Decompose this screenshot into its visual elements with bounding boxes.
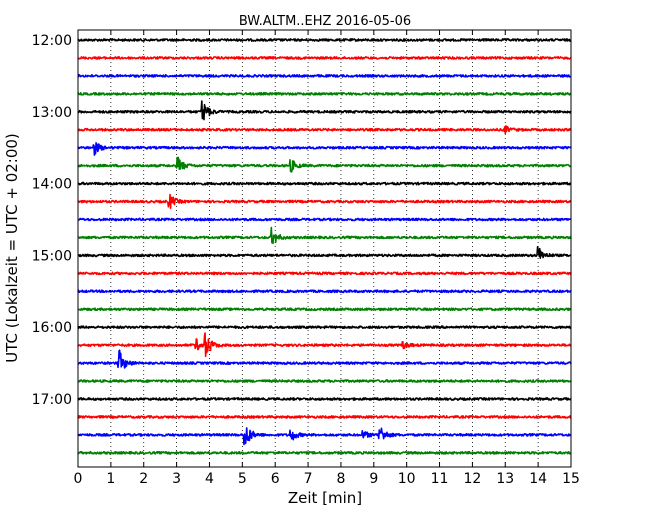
trace-1630 <box>77 349 572 369</box>
trace-1300 <box>77 100 572 121</box>
trace-1645 <box>77 379 572 383</box>
trace-1600 <box>77 325 572 330</box>
y-tick-label: 15:00 <box>32 248 72 264</box>
trace-1615 <box>77 332 572 358</box>
trace-1700 <box>77 397 572 401</box>
trace-1400 <box>77 181 572 186</box>
y-tick-label: 16:00 <box>32 320 72 336</box>
y-tick-label: 17:00 <box>32 392 72 408</box>
x-axis-label: Zeit [min] <box>288 489 362 507</box>
trace-1315 <box>77 125 572 135</box>
trace-1715 <box>77 415 572 419</box>
grid-lines <box>110 30 539 467</box>
x-tick-label: 13 <box>496 471 514 487</box>
x-tick-label: 2 <box>139 471 148 487</box>
x-tick-label: 11 <box>431 471 449 487</box>
x-tick-label: 14 <box>529 471 547 487</box>
plot-frame <box>77 29 572 468</box>
trace-1530 <box>77 289 572 294</box>
trace-1230 <box>77 74 572 78</box>
y-axis-label: UTC (Lokalzeit = UTC + 02:00) <box>3 133 21 363</box>
trace-1415 <box>77 193 572 210</box>
trace-1545 <box>77 307 572 312</box>
x-tick-label: 12 <box>463 471 481 487</box>
y-tick-label: 12:00 <box>32 33 72 49</box>
x-tick-label: 9 <box>369 471 378 487</box>
axis-ticks: 0 1 2 3 4 5 6 7 8 9 10 11 12 13 14 1512:0013:0014:0015:… <box>32 30 580 487</box>
y-tick-label: 14:00 <box>32 177 72 193</box>
trace-1430 <box>77 217 572 222</box>
x-tick-label: 7 <box>304 471 313 487</box>
trace-1215 <box>77 56 572 60</box>
trace-1515 <box>77 271 572 276</box>
chart-title: BW.ALTM..EHZ 2016-05-06 <box>239 14 411 29</box>
x-tick-label: 3 <box>172 471 181 487</box>
x-tick-label: 10 <box>398 471 416 487</box>
x-tick-label: 6 <box>271 471 280 487</box>
x-tick-label: 15 <box>562 471 580 487</box>
trace-1730 <box>77 427 572 446</box>
trace-1500 <box>77 246 572 259</box>
trace-1330 <box>77 142 572 156</box>
x-tick-label: 4 <box>205 471 214 487</box>
traces <box>77 38 572 455</box>
trace-1345 <box>77 156 572 173</box>
trace-1745 <box>77 450 572 455</box>
x-tick-label: 0 <box>74 471 83 487</box>
trace-1200 <box>77 38 572 42</box>
y-tick-label: 13:00 <box>32 105 72 121</box>
trace-1445 <box>77 226 572 245</box>
trace-1245 <box>77 91 572 96</box>
x-tick-label: 1 <box>106 471 115 487</box>
x-tick-label: 5 <box>238 471 247 487</box>
x-tick-label: 8 <box>336 471 345 487</box>
